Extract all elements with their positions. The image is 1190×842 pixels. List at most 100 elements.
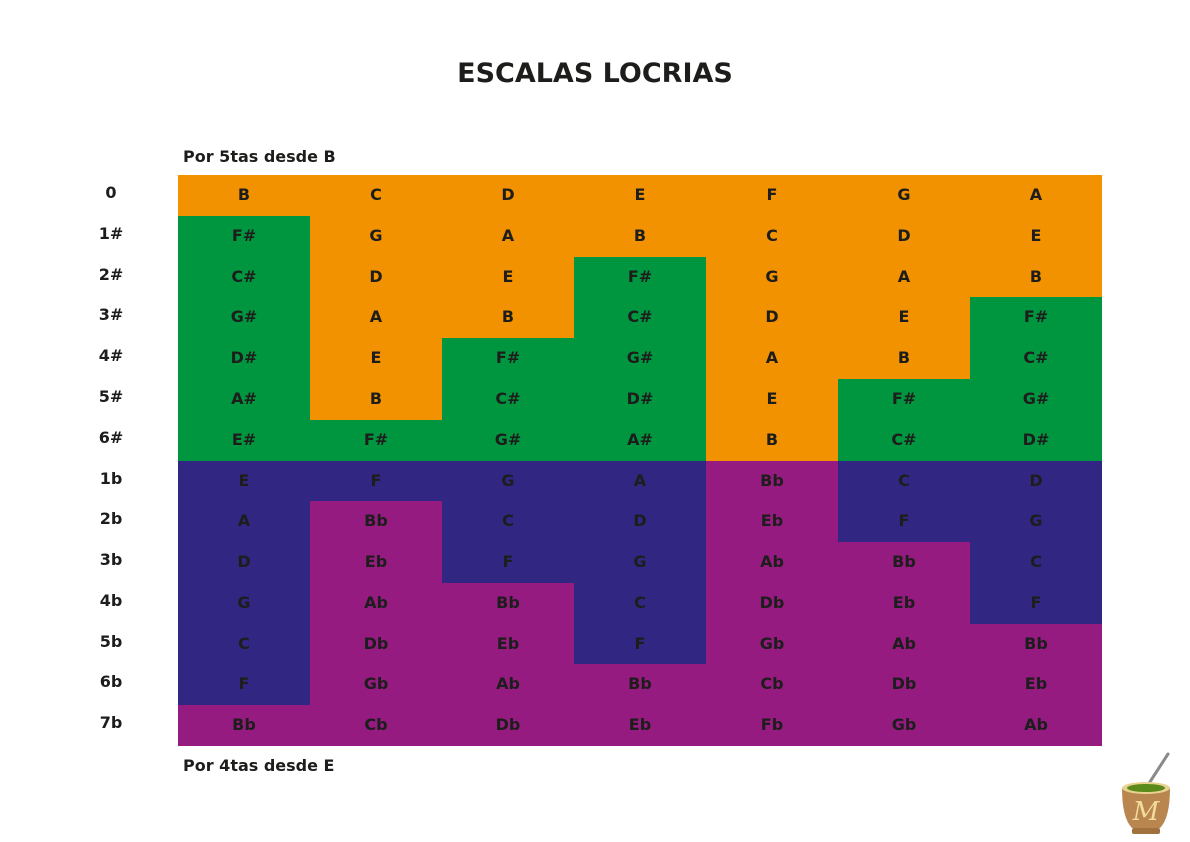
note-cell: Ab [310,582,442,624]
note-cell: E# [178,419,310,461]
note-cell: Db [442,705,574,746]
note-cell: F# [442,338,574,379]
note-cell: Ab [442,664,574,706]
note-cell: B [838,338,970,379]
note-cell: Bb [178,705,310,746]
note-cell: F [574,623,706,665]
note-cell: Db [310,623,442,665]
note-cell: G# [970,378,1102,420]
note-cell: D [310,256,442,298]
note-cell: A [178,501,310,543]
note-cell: Cb [310,705,442,746]
note-cell: E [442,256,574,298]
note-cell: C [442,501,574,543]
note-cell: G# [574,338,706,379]
row-label: 0 [105,183,117,202]
note-cell: Ab [838,623,970,665]
note-cell: D [442,175,574,216]
note-cell: A [310,297,442,339]
note-cell: F [838,501,970,543]
caption-bottom: Por 4tas desde E [183,756,335,775]
note-cell: D# [178,338,310,379]
note-cell: B [178,175,310,216]
note-cell: Db [706,582,838,624]
note-cell: Eb [970,664,1102,706]
note-cell: G [574,542,706,583]
note-cell: Gb [706,623,838,665]
svg-text:M: M [1132,797,1161,827]
caption-top: Por 5tas desde B [183,147,336,166]
note-cell: Db [838,664,970,706]
note-cell: A [706,338,838,379]
note-cell: Bb [442,582,574,624]
note-cell: Eb [442,623,574,665]
note-cell: A# [178,378,310,420]
page-title: ESCALAS LOCRIAS [457,58,733,89]
note-cell: Bb [970,623,1102,665]
scale-grid: B C D E F G A F# G A B C D E C# D E F# G A B G# A B C# D E F# D# E F# G… [178,175,1102,746]
note-cell: F [310,460,442,502]
note-cell: B [970,256,1102,298]
note-cell: D# [970,419,1102,461]
row-label: 3b [99,550,123,570]
row-label: 4b [99,590,123,610]
note-cell: A [970,175,1102,216]
note-cell: Ab [706,542,838,583]
note-cell: C# [838,419,970,461]
note-cell: G [442,460,574,502]
row-label: 6b [99,672,123,692]
note-cell: E [178,460,310,502]
note-cell: D [178,542,310,583]
note-cell: Eb [838,582,970,624]
note-cell: G [178,582,310,624]
note-cell: G# [442,419,574,461]
note-cell: D# [574,378,706,420]
note-cell: F# [310,419,442,461]
note-cell: B [706,419,838,461]
note-cell: Bb [310,501,442,543]
note-cell: E [574,175,706,216]
row-label: 1b [99,468,123,488]
note-cell: D [574,501,706,543]
row-label: 4# [98,346,124,366]
note-cell: C# [970,338,1102,379]
note-cell: Bb [706,460,838,502]
note-cell: Eb [706,501,838,543]
note-cell: F [442,542,574,583]
note-cell: D [970,460,1102,502]
note-cell: Eb [310,542,442,583]
note-cell: Gb [838,705,970,746]
note-cell: C [310,175,442,216]
note-cell: Gb [310,664,442,706]
note-cell: F# [574,256,706,298]
note-cell: Bb [574,664,706,706]
note-cell: Ab [970,705,1102,746]
note-cell: G [970,501,1102,543]
note-cell: F [706,175,838,216]
row-label: 7b [99,713,123,733]
note-cell: C [838,460,970,502]
note-cell: G# [178,297,310,339]
note-cell: F# [838,378,970,420]
note-cell: C# [574,297,706,339]
note-cell: B [442,297,574,339]
note-cell: G [706,256,838,298]
note-cell: C [970,542,1102,583]
row-label: 6# [98,427,124,447]
note-cell: B [574,215,706,257]
note-cell: B [310,378,442,420]
note-cell: E [970,215,1102,257]
row-label: 2# [98,264,124,284]
note-cell: F [970,582,1102,624]
row-label: 5b [99,631,123,651]
note-cell: C [178,623,310,665]
row-label: 1# [98,223,124,243]
note-cell: F [178,664,310,706]
row-label: 2b [99,509,123,529]
row-label: 3# [98,305,124,325]
note-cell: Eb [574,705,706,746]
mate-cup-logo-icon: M [1122,752,1170,834]
note-cell: Bb [838,542,970,583]
note-cell: A [574,460,706,502]
